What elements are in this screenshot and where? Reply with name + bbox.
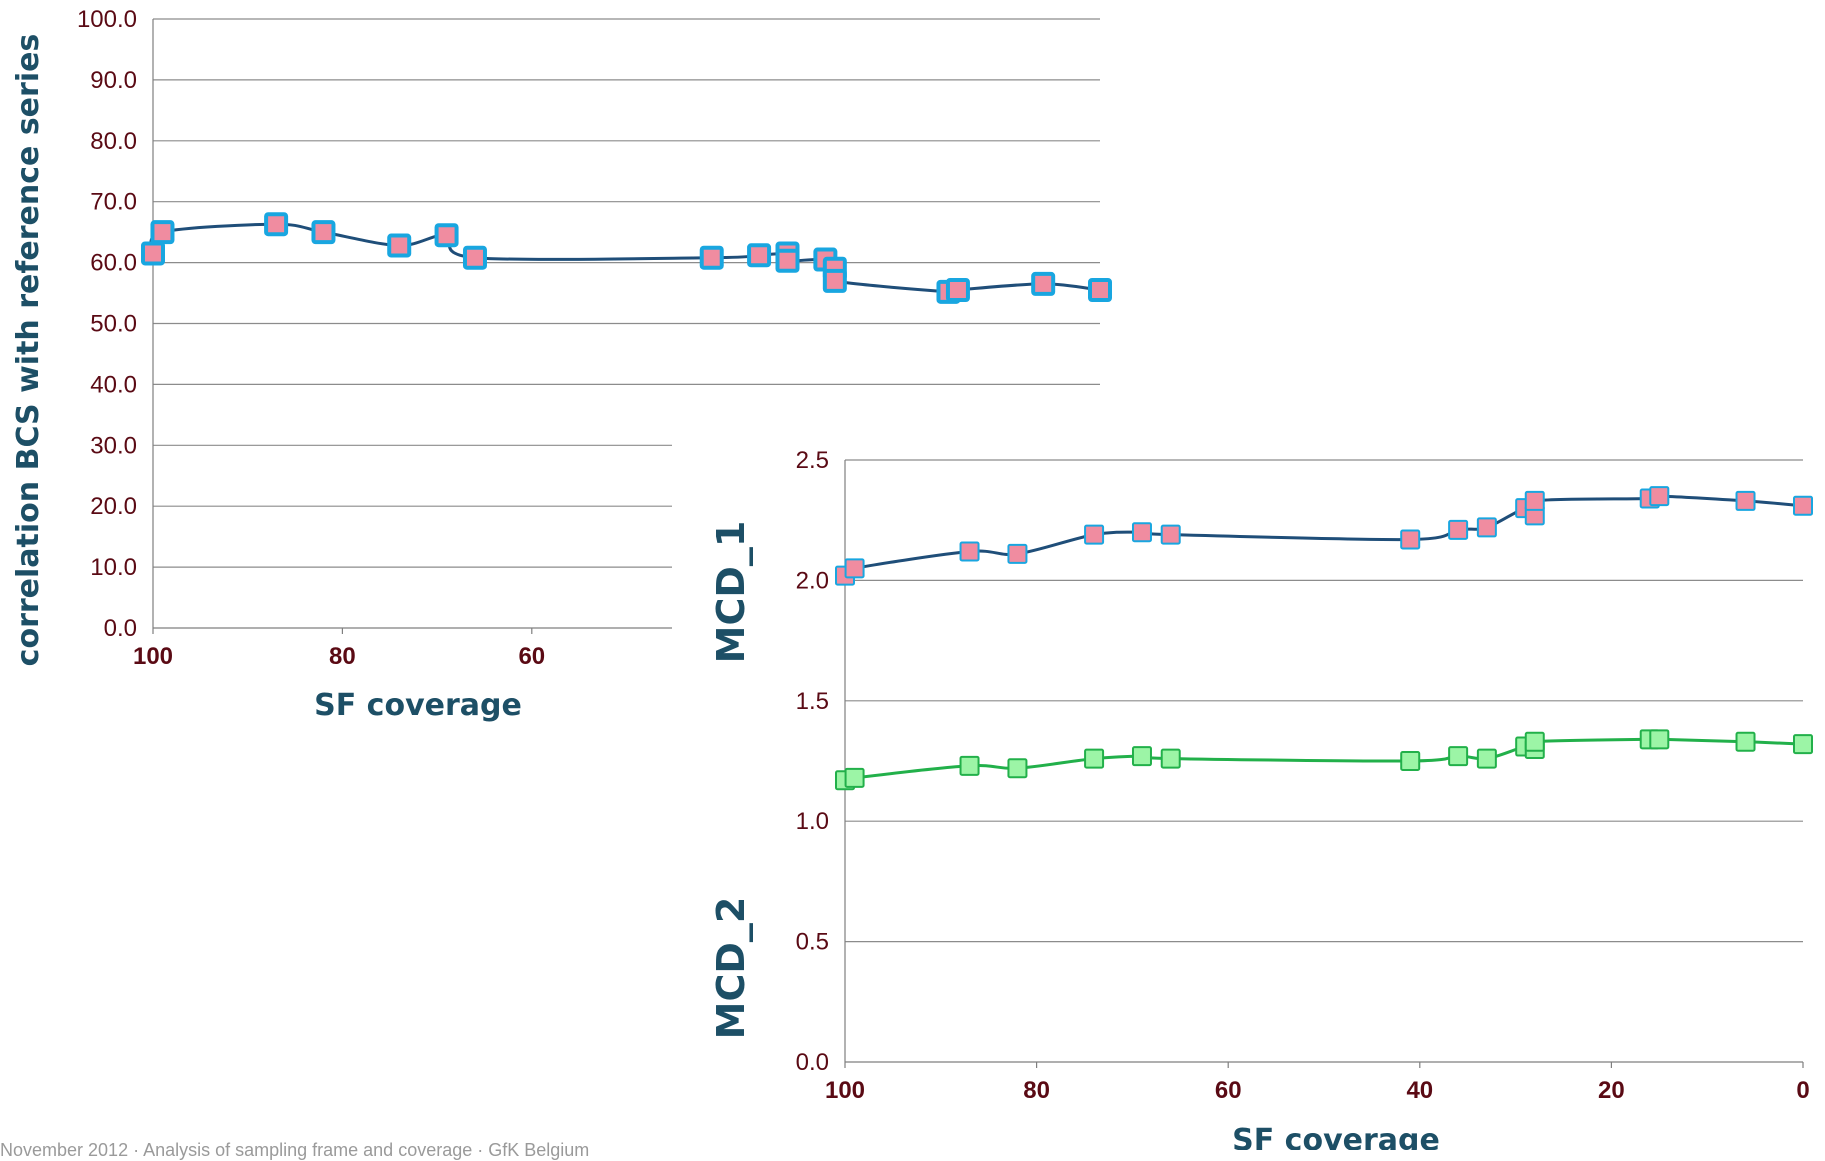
mcd-chart-point-mcd-1 bbox=[1649, 486, 1670, 507]
correlation-chart-x-axis-title: SF coverage bbox=[314, 688, 522, 723]
correlation-chart-y-tick-label: 100.0 bbox=[77, 6, 137, 33]
mcd-chart-point-mcd-2 bbox=[1007, 758, 1028, 779]
mcd-chart-y-tick-label: 1.0 bbox=[796, 808, 829, 835]
mcd-chart-point-mcd-2 bbox=[1400, 751, 1421, 771]
mcd-chart-y-tick-labels: 0.0 0.5 1.0 1.5 2.0 2.5 bbox=[796, 447, 829, 1076]
correlation-chart-x-tick-label: 100 bbox=[133, 643, 173, 670]
correlation-chart-point-series-0 bbox=[264, 212, 289, 237]
correlation-chart-point-series-0 bbox=[699, 245, 724, 270]
correlation-chart-point-series-0 bbox=[747, 243, 772, 268]
correlation-chart-y-tick-label: 80.0 bbox=[90, 128, 137, 155]
correlation-chart: 0.0 10.0 20.0 30.0 40.0 50.0 60.0 70.0 80.0 90.0 1… bbox=[11, 6, 1112, 723]
mcd-chart-y-tick-label: 1.5 bbox=[796, 688, 829, 715]
mcd-chart-gridlines bbox=[844, 459, 1804, 1068]
mcd-chart-point-mcd-1 bbox=[1084, 524, 1105, 545]
correlation-chart-y-tick-label: 10.0 bbox=[90, 554, 137, 581]
mcd-chart-point-mcd-1 bbox=[1448, 519, 1469, 540]
correlation-chart-points bbox=[141, 212, 1112, 304]
correlation-chart-y-tick-label: 0.0 bbox=[104, 615, 137, 642]
mcd-chart-point-mcd-1 bbox=[1476, 517, 1497, 538]
mcd-chart-point-mcd-2 bbox=[844, 767, 865, 788]
correlation-chart-y-tick-label: 30.0 bbox=[90, 432, 137, 459]
correlation-chart-point-series-0 bbox=[150, 220, 175, 245]
mcd-chart-point-mcd-1 bbox=[1400, 529, 1421, 550]
footer-note: November 2012 · Analysis of sampling fra… bbox=[0, 1140, 590, 1160]
mcd-chart-point-mcd-1 bbox=[959, 541, 980, 562]
mcd-chart-background bbox=[672, 438, 1825, 1150]
correlation-chart-x-tick-labels: 100 80 60 bbox=[133, 643, 545, 670]
correlation-chart-y-tick-labels: 0.0 10.0 20.0 30.0 40.0 50.0 60.0 70.0 80.0 90.0 1… bbox=[77, 6, 137, 642]
mcd-chart-point-mcd-1 bbox=[1160, 524, 1181, 545]
correlation-chart-point-series-0 bbox=[945, 278, 970, 303]
mcd-chart-x-tick-label: 100 bbox=[825, 1077, 865, 1104]
correlation-chart-y-tick-label: 40.0 bbox=[90, 371, 137, 398]
mcd-chart-point-mcd-1 bbox=[1793, 495, 1813, 516]
mcd-chart-x-tick-label: 20 bbox=[1598, 1077, 1625, 1104]
mcd-chart-y-axis-title-mcd1: MCD_1 bbox=[709, 521, 753, 664]
mcd-chart-x-axis-title: SF coverage bbox=[1232, 1123, 1440, 1150]
mcd-chart-point-mcd-2 bbox=[1476, 748, 1497, 769]
correlation-chart-point-series-0 bbox=[387, 233, 412, 258]
correlation-chart-y-tick-label: 50.0 bbox=[90, 311, 137, 338]
mcd-chart-point-mcd-2 bbox=[1084, 748, 1105, 769]
mcd-chart-point-mcd-2 bbox=[1524, 731, 1545, 752]
mcd-chart-point-mcd-1 bbox=[1007, 543, 1028, 564]
mcd-chart-x-tick-labels: 100 80 60 40 20 0 bbox=[825, 1077, 1810, 1104]
mcd-chart-y-tick-label: 0.5 bbox=[796, 929, 829, 956]
mcd-chart-point-mcd-1 bbox=[1131, 522, 1152, 543]
mcd-chart-point-mcd-1 bbox=[1524, 490, 1545, 511]
mcd-chart-point-mcd-1 bbox=[1735, 490, 1756, 511]
mcd-chart-point-mcd-2 bbox=[1649, 729, 1670, 750]
correlation-chart-y-tick-label: 60.0 bbox=[90, 250, 137, 277]
correlation-chart-y-tick-label: 90.0 bbox=[90, 67, 137, 94]
mcd-chart-x-tick-label: 80 bbox=[1023, 1077, 1050, 1104]
correlation-chart-x-tick-label: 80 bbox=[329, 643, 356, 670]
correlation-chart-point-series-0 bbox=[775, 248, 800, 273]
correlation-chart-point-series-0 bbox=[311, 220, 336, 245]
mcd-chart-y-tick-label: 2.5 bbox=[796, 447, 829, 474]
correlation-chart-x-tick-label: 60 bbox=[518, 643, 545, 670]
mcd-chart-y-tick-label: 2.0 bbox=[796, 567, 829, 594]
correlation-chart-point-series-0 bbox=[822, 268, 847, 293]
correlation-chart-y-tick-label: 70.0 bbox=[90, 189, 137, 216]
mcd-chart-point-mcd-2 bbox=[1131, 746, 1152, 767]
correlation-chart-point-series-0 bbox=[141, 241, 165, 266]
mcd-chart-point-mcd-2 bbox=[959, 755, 980, 776]
mcd-chart-points bbox=[835, 486, 1813, 791]
correlation-chart-point-series-0 bbox=[462, 245, 487, 270]
mcd-chart-point-mcd-2 bbox=[1160, 748, 1181, 769]
correlation-chart-gridlines bbox=[152, 18, 1100, 634]
mcd-chart-point-mcd-2 bbox=[1735, 731, 1756, 752]
mcd-chart-y-tick-label: 0.0 bbox=[796, 1049, 829, 1076]
mcd-chart-point-mcd-2 bbox=[1448, 746, 1469, 767]
mcd-chart: 0.0 0.5 1.0 1.5 2.0 2.5 100 80 60 40 20 0 MCD_1 MC… bbox=[709, 447, 1813, 1150]
mcd-chart-point-mcd-2 bbox=[1793, 734, 1813, 755]
mcd-chart-point-mcd-1 bbox=[844, 558, 865, 579]
mcd-chart-x-tick-label: 60 bbox=[1215, 1077, 1242, 1104]
correlation-chart-point-series-0 bbox=[434, 223, 459, 248]
correlation-chart-y-axis-title: correlation BCS with reference series bbox=[11, 34, 46, 667]
mcd-chart-x-tick-label: 0 bbox=[1796, 1077, 1809, 1104]
correlation-chart-point-series-0 bbox=[1031, 271, 1056, 296]
correlation-chart-point-series-0 bbox=[1088, 278, 1112, 303]
mcd-chart-x-tick-label: 40 bbox=[1406, 1077, 1433, 1104]
mcd-chart-y-axis-title-mcd2: MCD_2 bbox=[709, 897, 753, 1040]
correlation-chart-y-tick-label: 20.0 bbox=[90, 493, 137, 520]
